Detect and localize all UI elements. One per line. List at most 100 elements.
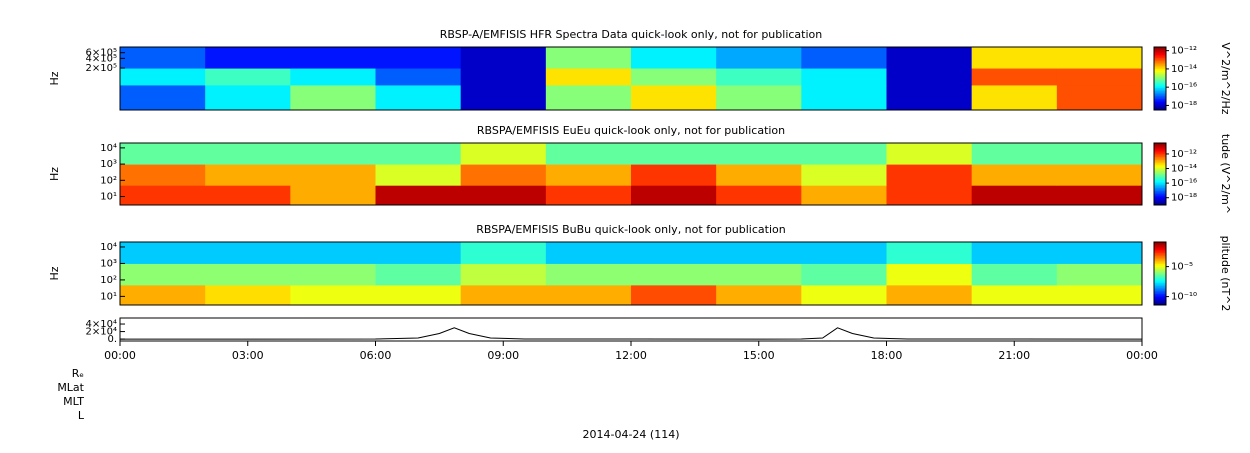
heatmap-cell xyxy=(460,164,547,186)
heatmap-cell xyxy=(631,263,717,286)
colorbar-segment xyxy=(1154,189,1166,192)
colorbar-segment xyxy=(1154,287,1166,290)
colorbar-segment xyxy=(1154,166,1166,169)
colorbar-segment xyxy=(1154,249,1166,252)
colorbar-segment xyxy=(1154,276,1166,279)
colorbar-segment xyxy=(1154,160,1166,163)
heatmap-cell xyxy=(375,242,462,264)
heatmap-cell xyxy=(545,263,632,286)
heatmap-cell xyxy=(375,284,462,306)
colorbar-segment xyxy=(1154,95,1166,98)
heatmap-cell xyxy=(120,284,206,306)
heatmap-cell xyxy=(886,143,973,165)
colorbar-segment xyxy=(1154,87,1166,91)
colorbar-segment xyxy=(1154,262,1166,265)
colorbar-segment xyxy=(1154,300,1166,303)
heatmap-cell xyxy=(716,284,802,306)
colorbar-segment xyxy=(1154,270,1166,273)
heatmap-cell xyxy=(886,84,973,111)
heatmap-cell xyxy=(1056,185,1143,206)
colorbar-segment xyxy=(1154,48,1166,51)
heatmap-cell xyxy=(205,68,291,86)
heatmap-cell xyxy=(205,284,291,306)
heatmap-cell xyxy=(971,143,1058,165)
colorbar-segment xyxy=(1154,97,1166,100)
colorbar-segment xyxy=(1154,64,1166,67)
heatmap-cell xyxy=(205,84,291,111)
heatmap-cell xyxy=(205,242,291,264)
heatmap-cell xyxy=(971,185,1058,206)
heatmap-cell xyxy=(290,242,376,264)
colorbar-segment xyxy=(1154,265,1166,268)
heatmap-cell xyxy=(375,47,462,69)
heatmap-cell xyxy=(460,84,547,111)
heatmap-cell xyxy=(1056,47,1143,69)
panel-title: RBSPA/EMFISIS EuEu quick-look only, not … xyxy=(477,124,785,137)
heatmap-cell xyxy=(1056,84,1143,111)
y-tick-label: 10² xyxy=(100,175,117,186)
heatmap-cell xyxy=(1056,143,1143,165)
colorbar-segment xyxy=(1154,259,1166,262)
panel-title: RBSP-A/EMFISIS HFR Spectra Data quick-lo… xyxy=(440,28,823,41)
heatmap-cell xyxy=(801,68,887,86)
heatmap-cell xyxy=(801,84,887,111)
colorbar-segment xyxy=(1154,147,1166,150)
row-label: MLT xyxy=(63,395,84,408)
x-tick-label: 09:00 xyxy=(487,349,519,362)
colorbar-label: plitude (nT^2 xyxy=(1219,236,1232,312)
heatmap-cell xyxy=(801,47,887,69)
heatmap-cell xyxy=(120,185,206,206)
x-tick-label: 00:00 xyxy=(1126,349,1158,362)
heatmap-cell xyxy=(120,143,206,165)
panel-frame xyxy=(119,142,1143,206)
colorbar-label: tude (V^2/m^ xyxy=(1219,134,1232,214)
colorbar-segment xyxy=(1154,47,1166,50)
heatmap-cell xyxy=(460,47,547,69)
heatmap-cell xyxy=(801,263,887,286)
colorbar-segment xyxy=(1154,75,1166,78)
heatmap-cell xyxy=(205,47,291,69)
colorbar-segment xyxy=(1154,50,1166,53)
heatmap-cell xyxy=(716,164,802,186)
row-label: L xyxy=(78,409,85,422)
colorbar-segment xyxy=(1154,81,1166,84)
heatmap-cell xyxy=(716,68,802,86)
y-tick-label: 2×10⁵ xyxy=(86,63,117,74)
colorbar-tick-label: 10⁻¹⁸ xyxy=(1171,100,1197,111)
heatmap-cell xyxy=(120,47,206,69)
heatmap-cell xyxy=(545,185,632,206)
colorbar-segment xyxy=(1154,146,1166,149)
colorbar-segment xyxy=(1154,65,1166,68)
colorbar-segment xyxy=(1154,295,1166,298)
heatmap-cell xyxy=(375,143,462,165)
y-tick-label: 10¹ xyxy=(100,291,117,302)
colorbar-segment xyxy=(1154,260,1166,263)
heatmap-cell xyxy=(1056,242,1143,264)
heatmap-cell xyxy=(545,68,632,86)
colorbar-segment xyxy=(1154,275,1166,278)
colorbar-segment xyxy=(1154,197,1166,200)
colorbar-segment xyxy=(1154,256,1166,259)
heatmap-cell xyxy=(120,84,206,111)
heatmap-cell xyxy=(375,185,462,206)
y-tick-label: 0. xyxy=(107,334,117,345)
x-tick-label: 21:00 xyxy=(998,349,1030,362)
heatmap-cell xyxy=(460,143,547,165)
heatmap-cell xyxy=(886,47,973,69)
y-tick-label: 4×10⁴ xyxy=(86,319,117,330)
colorbar-segment xyxy=(1154,58,1166,61)
colorbar-segment xyxy=(1154,83,1166,86)
colorbar-segment xyxy=(1154,200,1166,203)
colorbar-segment xyxy=(1154,175,1166,178)
colorbar-segment xyxy=(1154,161,1166,164)
colorbar-segment xyxy=(1154,194,1166,197)
heatmap-cell xyxy=(120,68,206,86)
colorbar-segment xyxy=(1154,70,1166,73)
colorbar-segment xyxy=(1154,195,1166,198)
heatmap-cell xyxy=(545,284,632,306)
heatmap-cell xyxy=(375,164,462,186)
heatmap-cell xyxy=(631,84,717,111)
heatmap-cell xyxy=(716,185,802,206)
colorbar-segment xyxy=(1154,80,1166,83)
colorbar-segment xyxy=(1154,94,1166,97)
